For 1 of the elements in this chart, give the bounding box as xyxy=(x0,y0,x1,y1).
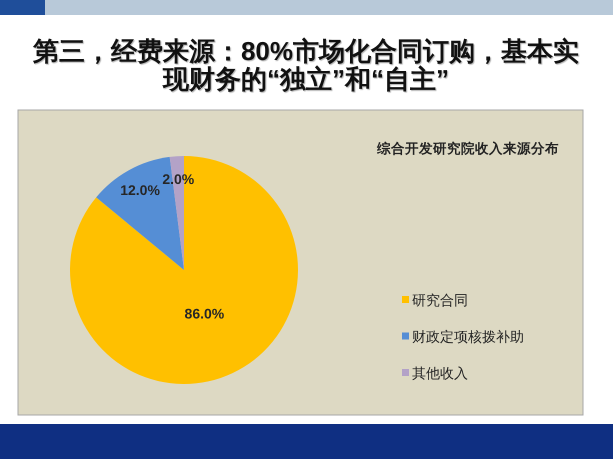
title: 第三，经费来源：80%市场化合同订购，基本实现财务的“独立”和“自主” xyxy=(32,37,580,93)
